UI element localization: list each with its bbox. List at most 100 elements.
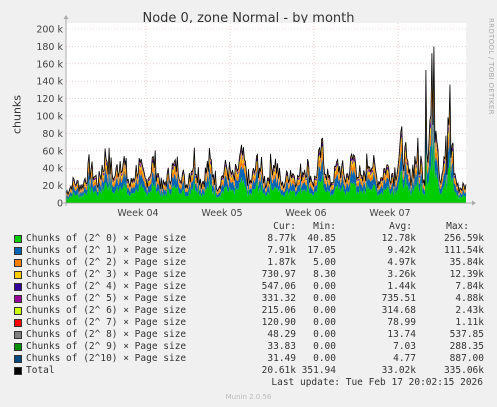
chart-plot: 0 20 k 40 k 60 k 80 k 100 k 120 k 140 k 160 k 180… [36,15,476,219]
legend-header-max: Max: [446,221,469,232]
legend-header-min: Min: [313,221,336,232]
y-tick-label: 140 k [36,77,63,88]
last-update: Last update: Tue Feb 17 20:02:15 2026 [271,377,483,388]
legend-swatch [14,259,22,267]
legend-swatch [14,343,22,351]
area-series [66,131,466,203]
legend-max: 256.59k [443,233,484,244]
legend-row: Chunks of (2^10) × Page size 31.49 0.00 4.7… [0,353,497,365]
x-tick-label: Week 06 [285,208,326,219]
legend-row: Chunks of (2^ 2) × Page size 1.87k 5.00 4.9… [0,257,497,269]
legend-series-name: Chunks of (2^ 5) × Page size [26,293,187,304]
legend-min: 0.00 [313,317,336,328]
x-axis-arrow [472,200,476,206]
legend-row: Total 20.61k 351.94 33.02k 335.06k [0,365,497,377]
x-tick-label: Week 05 [201,208,242,219]
legend-row: Chunks of (2^ 5) × Page size 331.32 0.00 73… [0,293,497,305]
legend-series-name: Total [26,365,55,376]
legend-avg: 9.42k [387,245,416,256]
legend-max: 111.54k [443,245,484,256]
legend-swatch [14,307,22,315]
chart-title: Node 0, zone Normal - by month [142,11,355,26]
legend-max: 2.43k [455,305,484,316]
legend-swatch [14,355,22,363]
y-tick-label: 60 k [42,146,63,157]
legend-avg: 4.97k [387,257,416,268]
legend-swatch [14,247,22,255]
legend-avg: 4.77 [393,353,416,364]
legend-avg: 3.26k [387,269,416,280]
total-line [65,46,467,196]
legend-row: Chunks of (2^ 7) × Page size 120.90 0.00 78… [0,317,497,329]
legend-cur: 7.91k [267,245,296,256]
legend-min: 8.30 [313,269,336,280]
y-tick-label: 100 k [36,112,63,123]
legend-header-cur: Cur: [273,221,296,232]
legend-cur: 331.32 [261,293,296,304]
legend-swatch [14,235,22,243]
legend-swatch [14,295,22,303]
legend-cur: 730.97 [261,269,296,280]
legend-row: Chunks of (2^ 3) × Page size 730.97 8.30 3.… [0,269,497,281]
legend-cur: 31.49 [267,353,296,364]
legend-max: 35.84k [449,257,484,268]
legend-min: 0.00 [313,305,336,316]
legend-swatch [14,283,22,291]
legend-swatch [14,271,22,279]
legend-series-name: Chunks of (2^ 8) × Page size [26,329,187,340]
legend-cur: 120.90 [261,317,296,328]
legend-max: 1.11k [455,317,484,328]
y-tick-label: 120 k [36,94,63,105]
y-tick-label: 0 [57,199,63,210]
y-axis-arrow [63,15,69,19]
legend-cur: 547.06 [261,281,296,292]
legend-max: 12.39k [449,269,484,280]
legend-max: 335.06k [443,365,484,376]
rrdtool-credit: RRDTOOL / TOBI OETIKER [487,18,495,115]
legend-series-name: Chunks of (2^ 7) × Page size [26,317,187,328]
y-tick-label: 80 k [42,129,63,140]
legend-swatch [14,319,22,327]
legend-series-name: Chunks of (2^ 2) × Page size [26,257,187,268]
legend-avg: 314.68 [381,305,416,316]
legend-series-name: Chunks of (2^ 1) × Page size [26,245,187,256]
legend-min: 0.00 [313,281,336,292]
legend-cur: 48.29 [267,329,296,340]
legend-series-name: Chunks of (2^ 9) × Page size [26,341,187,352]
legend-row: Chunks of (2^ 4) × Page size 547.06 0.00 1.… [0,281,497,293]
legend-cur: 215.06 [261,305,296,316]
legend-avg: 735.51 [381,293,416,304]
legend-row: Chunks of (2^ 6) × Page size 215.06 0.00 31… [0,305,497,317]
legend-cur: 33.83 [267,341,296,352]
legend-cur: 1.87k [267,257,296,268]
legend-header-avg: Avg: [389,221,412,232]
legend-row: Chunks of (2^ 0) × Page size 8.77k 40.85 12… [0,233,497,245]
legend-avg: 12.78k [381,233,416,244]
legend-swatch [14,367,22,375]
legend-min: 0.00 [313,341,336,352]
x-tick-label: Week 07 [369,208,410,219]
y-tick-label: 160 k [36,59,63,70]
legend-min: 40.85 [307,233,336,244]
y-tick-label: 180 k [36,42,63,53]
legend-max: 7.84k [455,281,484,292]
legend-max: 288.35 [449,341,484,352]
legend-series-name: Chunks of (2^ 6) × Page size [26,305,187,316]
legend-min: 17.05 [307,245,336,256]
legend-cur: 8.77k [267,233,296,244]
legend-avg: 7.03 [393,341,416,352]
legend-row: Chunks of (2^ 8) × Page size 48.29 0.00 13.… [0,329,497,341]
legend-avg: 13.74 [387,329,416,340]
legend-series-name: Chunks of (2^ 3) × Page size [26,269,187,280]
x-tick-label: Week 04 [117,208,158,219]
legend-header: Cur: Min: Avg: Max: [0,221,497,233]
legend-avg: 1.44k [387,281,416,292]
legend-min: 351.94 [301,365,336,376]
legend-row: Chunks of (2^ 1) × Page size 7.91k 17.05 9.… [0,245,497,257]
legend-series-name: Chunks of (2^ 0) × Page size [26,233,187,244]
legend-avg: 33.02k [381,365,416,376]
legend-row: Chunks of (2^ 9) × Page size 33.83 0.00 7.0… [0,341,497,353]
y-tick-label: 200 k [36,25,63,36]
legend-max: 537.85 [449,329,484,340]
legend-min: 0.00 [313,293,336,304]
